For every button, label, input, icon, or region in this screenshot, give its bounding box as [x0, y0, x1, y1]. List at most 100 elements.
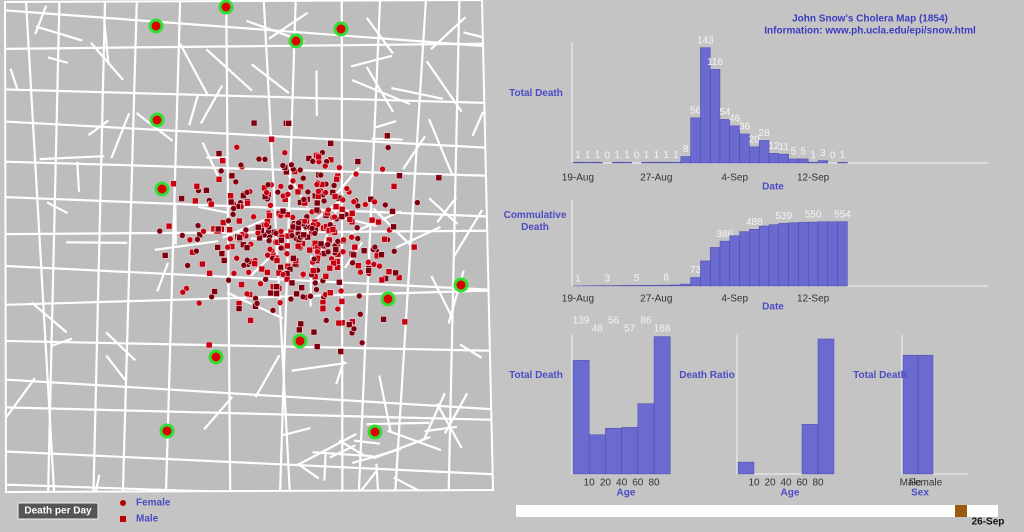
value-label: 20: [749, 135, 761, 146]
death-marker: [410, 243, 418, 251]
death-marker: [329, 226, 337, 233]
bar: [621, 427, 639, 475]
bar: [621, 285, 633, 287]
value-label: 0: [605, 151, 611, 162]
death-marker: [310, 328, 318, 336]
death-marker: [243, 189, 251, 196]
death-marker: [371, 243, 379, 251]
value-label: 36: [739, 122, 751, 133]
slider-track[interactable]: [516, 505, 998, 517]
death-marker: [390, 248, 398, 255]
street: [51, 337, 73, 347]
x-tick-label: 60: [796, 478, 808, 489]
death-marker: [243, 256, 251, 264]
bar: [653, 336, 671, 475]
street: [387, 429, 442, 452]
pump: [288, 33, 304, 49]
death-marker: [250, 119, 258, 127]
pump: [159, 423, 175, 439]
pump: [367, 424, 383, 440]
street: [254, 354, 281, 398]
bar: [719, 119, 731, 164]
death-marker: [346, 215, 354, 223]
death-marker: [277, 244, 285, 252]
street: [198, 205, 229, 214]
death-marker: [354, 235, 362, 242]
death-marker: [200, 227, 207, 235]
death-marker: [277, 264, 284, 271]
street: [430, 16, 467, 51]
death-marker: [236, 234, 243, 242]
death-marker: [337, 287, 345, 295]
death-marker: [355, 262, 362, 269]
death-marker: [293, 290, 300, 298]
slider-thumb[interactable]: [955, 505, 967, 517]
death-marker: [315, 153, 322, 161]
street: [425, 60, 463, 113]
death-marker: [228, 172, 236, 180]
death-marker: [262, 276, 269, 283]
value-label: 46: [729, 114, 741, 125]
bar: [778, 153, 789, 164]
death-marker: [401, 318, 409, 326]
bar: [572, 161, 584, 164]
street: [366, 421, 430, 426]
street: [5, 42, 493, 50]
death-marker: [310, 255, 318, 263]
death-marker: [273, 290, 280, 297]
street: [353, 439, 380, 445]
death-marker: [266, 212, 273, 219]
bar: [729, 235, 740, 287]
death-marker: [355, 292, 363, 300]
death-marker: [227, 235, 234, 243]
value-label: 488: [746, 217, 763, 228]
street: [424, 425, 457, 433]
bar: [798, 158, 809, 164]
value-label: 3: [820, 148, 826, 159]
death-marker: [348, 233, 356, 241]
death-marker: [156, 227, 164, 235]
death-marker: [244, 199, 251, 207]
street: [39, 155, 105, 161]
value-label: 54: [719, 107, 731, 118]
button[interactable]: [17, 502, 99, 520]
street: [428, 197, 459, 225]
death-marker: [264, 251, 271, 259]
street: [205, 48, 253, 92]
death-marker: [308, 225, 316, 232]
death-marker: [321, 162, 329, 170]
street: [105, 354, 126, 381]
death-marker: [357, 310, 364, 318]
death-marker: [389, 208, 396, 215]
death-marker: [338, 298, 346, 305]
death-marker: [350, 198, 358, 206]
bar: [788, 222, 799, 287]
value-label: 12: [768, 141, 780, 152]
death-marker: [313, 343, 321, 350]
death-marker: [195, 299, 203, 307]
street: [375, 463, 380, 492]
bar: [670, 161, 682, 164]
death-marker: [165, 222, 173, 230]
x-axis-label: Age: [617, 488, 636, 499]
info-link[interactable]: Information: www.ph.ucla.edu/epi/snow.ht…: [764, 26, 976, 37]
death-marker: [332, 203, 340, 210]
death-marker: [230, 205, 237, 212]
death-marker: [379, 165, 386, 173]
bar: [631, 285, 642, 287]
value-label: 1: [575, 274, 581, 285]
death-marker: [285, 120, 292, 127]
death-marker: [261, 155, 269, 163]
death-marker: [378, 251, 385, 258]
death-marker: [384, 144, 392, 151]
death-marker: [225, 217, 232, 225]
value-label: 1: [840, 150, 846, 161]
street: [5, 8, 493, 49]
value-label: 56: [690, 105, 702, 116]
value-label: 57: [624, 324, 636, 335]
death-marker: [378, 276, 386, 284]
death-marker: [334, 238, 342, 245]
death-marker: [313, 286, 320, 293]
button-label[interactable]: Death per Day: [24, 506, 92, 517]
